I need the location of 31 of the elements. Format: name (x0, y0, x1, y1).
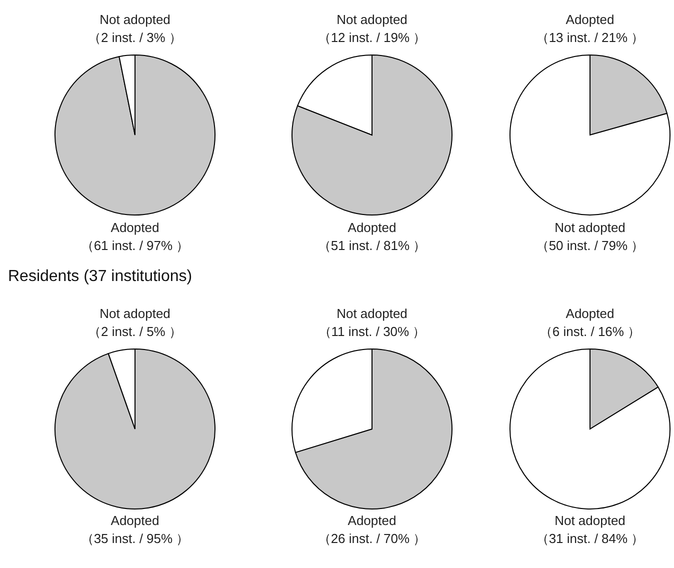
data-label: （2 inst. / 3% ） (88, 30, 182, 45)
slice-label: Adopted (566, 306, 614, 321)
data-label: （61 inst. / 97% ） (80, 238, 190, 253)
data-label: （13 inst. / 21% ） (536, 30, 644, 45)
slice-label: Not adopted (100, 306, 170, 321)
slice-label: Not adopted (554, 513, 626, 528)
pie-slice (510, 348, 670, 510)
slice-label: Adopted (348, 513, 396, 528)
slice-label: Adopted (566, 12, 614, 27)
data-label: （35 inst. / 95% ） (80, 531, 190, 546)
pie-slice (54, 54, 216, 216)
data-label: （50 inst. / 79% ） (536, 238, 644, 253)
data-label: （2 inst. / 5% ） (88, 324, 182, 339)
pie-slice (292, 54, 452, 216)
data-label: （51 inst. / 81% ） (318, 238, 426, 253)
slice-label: Not adopted (100, 12, 170, 27)
data-label: （12 inst. / 19% ） (318, 30, 426, 45)
slice-label: Not adopted (336, 306, 408, 321)
slice-label: Adopted (348, 220, 396, 235)
chart-title: Residents (37 institutions) (8, 268, 192, 285)
slice-label: Adopted (110, 220, 160, 235)
data-label: （26 inst. / 70% ） (318, 531, 426, 546)
slice-label: Adopted (110, 513, 160, 528)
pie-slice (54, 348, 216, 510)
slice-label: Not adopted (554, 220, 626, 235)
data-label: （31 inst. / 84% ） (536, 531, 644, 546)
data-label: （6 inst. / 16% ） (539, 324, 641, 339)
slice-label: Not adopted (336, 12, 408, 27)
pie-slice (295, 348, 452, 510)
pie-slice (510, 54, 670, 216)
data-label: （11 inst. / 30% ） (318, 324, 426, 339)
